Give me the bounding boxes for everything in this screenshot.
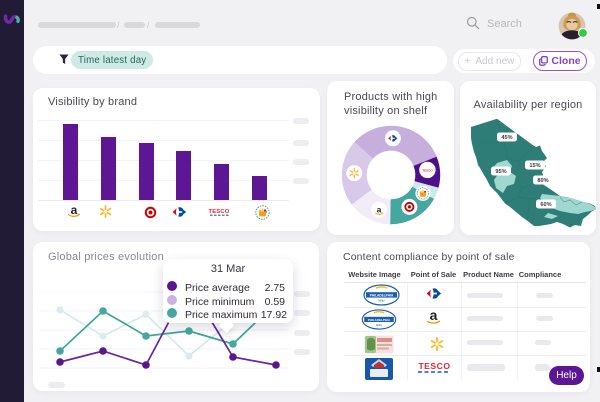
svg-text:TESCO: TESCO xyxy=(209,209,230,215)
svg-text:a: a xyxy=(430,308,438,323)
svg-text:a: a xyxy=(71,204,78,217)
svg-text:95%: 95% xyxy=(495,169,506,175)
svg-text:Milky: Milky xyxy=(376,323,383,327)
svg-text:15%: 15% xyxy=(529,163,540,169)
svg-text:PHILADELPHIA: PHILADELPHIA xyxy=(370,293,394,297)
svg-text:TESCO: TESCO xyxy=(422,168,433,172)
svg-text:60%: 60% xyxy=(540,202,551,208)
svg-text:PHILADELPHIA: PHILADELPHIA xyxy=(368,318,391,322)
svg-text:a: a xyxy=(377,204,382,214)
svg-text:TESCO: TESCO xyxy=(418,361,450,371)
svg-text:Milky: Milky xyxy=(378,299,385,303)
svg-text:80%: 80% xyxy=(537,178,548,184)
svg-text:45%: 45% xyxy=(501,135,512,141)
